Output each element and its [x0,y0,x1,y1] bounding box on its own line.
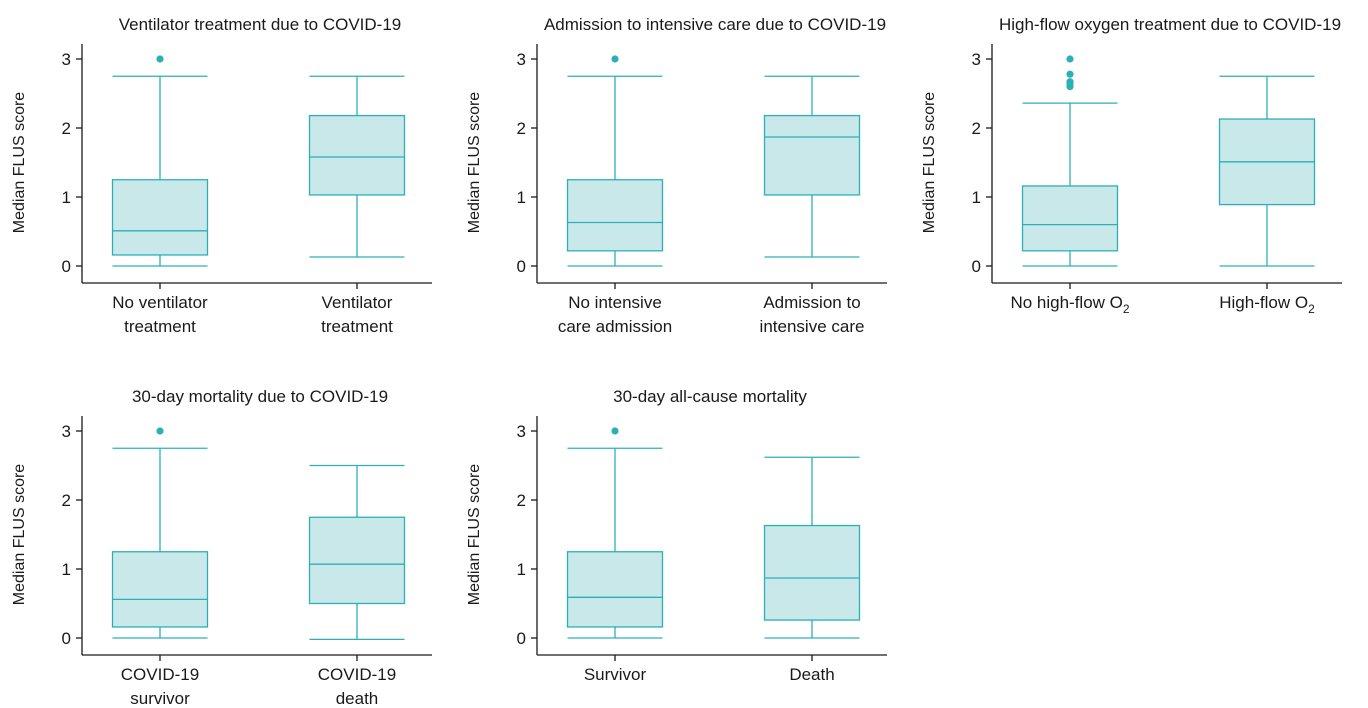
y-axis-label: Median FLUS score [921,92,938,233]
x-tick-label-text: High-flow O [1219,293,1308,312]
x-tick-label: care admission [558,317,672,336]
y-tick-label: 1 [517,560,526,579]
x-tick-label: No intensive [568,293,662,312]
y-tick-label: 0 [62,629,71,648]
chart-title: High-flow oxygen treatment due to COVID-… [999,15,1341,34]
y-tick-label: 3 [517,422,526,441]
y-tick-label: 1 [62,188,71,207]
y-tick-label: 3 [62,50,71,69]
outlier-point [611,55,619,63]
chart-title: 30-day all-cause mortality [613,387,807,406]
y-tick-label: 2 [517,119,526,138]
outlier-point [611,427,619,435]
outlier-point [156,427,164,435]
y-tick-label: 3 [517,50,526,69]
y-tick-label: 2 [972,119,981,138]
y-axis-label: Median FLUS score [466,464,483,605]
y-tick-label: 1 [62,560,71,579]
chart-panel-intensive-care: Admission to intensive care due to COVID… [466,15,887,336]
chart-panel-ventilator: Ventilator treatment due to COVID-19 Medi… [11,15,432,336]
x-tick-label: intensive care [760,317,865,336]
outlier-point [156,55,164,63]
y-tick-label: 1 [517,188,526,207]
x-tick-label: High-flow O2 [1219,293,1315,316]
y-tick-label: 2 [517,491,526,510]
x-tick-label-text: No high-flow O [1010,293,1122,312]
box-iqr [308,114,406,196]
box-iqr [1021,185,1119,252]
chart-title: Admission to intensive care due to COVID… [544,15,886,34]
y-tick-label: 3 [62,422,71,441]
box-iqr [566,551,664,628]
y-tick-label: 0 [62,257,71,276]
box-iqr [111,551,209,628]
chart-panel-covid-mortality: 30-day mortality due to COVID-19 Median F… [11,387,432,708]
x-tick-label: No high-flow O2 [1010,293,1129,316]
box-iqr [763,524,861,621]
box-iqr [308,516,406,605]
x-tick-label: COVID-19 [121,665,199,684]
x-tick-label: No ventilator [112,293,208,312]
x-tick-label-subscript: 2 [1308,302,1315,316]
chart-title: 30-day mortality due to COVID-19 [132,387,388,406]
chart-panel-all-cause-mortality: 30-day all-cause mortality Median FLUS sc… [466,387,887,684]
x-tick-label: Death [789,665,834,684]
y-tick-label: 1 [972,188,981,207]
y-axis-label: Median FLUS score [11,464,28,605]
x-tick-label: COVID-19 [318,665,396,684]
y-tick-label: 2 [62,119,71,138]
y-tick-label: 2 [62,491,71,510]
x-tick-label: treatment [321,317,393,336]
x-tick-label-subscript: 2 [1123,302,1130,316]
x-tick-label: death [336,689,379,708]
outlier-point [1066,70,1074,78]
y-tick-label: 0 [517,629,526,648]
y-tick-label: 0 [972,257,981,276]
y-tick-label: 0 [517,257,526,276]
chart-title: Ventilator treatment due to COVID-19 [119,15,402,34]
chart-panel-high-flow-oxygen: High-flow oxygen treatment due to COVID-… [921,15,1342,316]
x-tick-label: survivor [130,689,190,708]
x-tick-label: Ventilator [322,293,393,312]
box-iqr [111,179,209,256]
outlier-point [1066,78,1074,86]
box-iqr [763,114,861,196]
outlier-point [1066,55,1074,63]
x-tick-label: Admission to [763,293,860,312]
x-tick-label: treatment [124,317,196,336]
y-axis-label: Median FLUS score [466,92,483,233]
box-iqr [566,179,664,252]
y-tick-label: 3 [972,50,981,69]
x-tick-label: Survivor [584,665,647,684]
y-axis-label: Median FLUS score [11,92,28,233]
